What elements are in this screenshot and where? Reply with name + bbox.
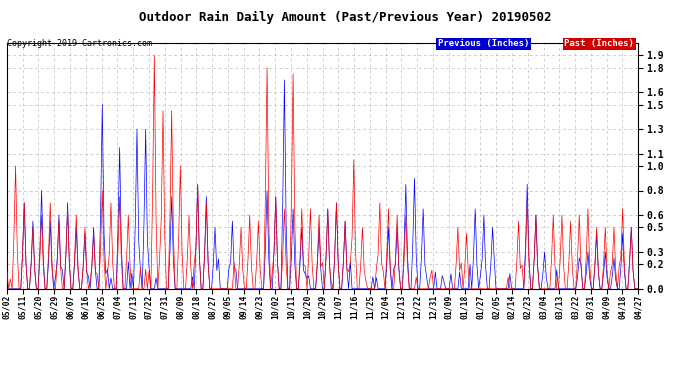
Text: Previous (Inches): Previous (Inches)	[438, 39, 529, 48]
Text: Past (Inches): Past (Inches)	[564, 39, 634, 48]
Text: Copyright 2019 Cartronics.com: Copyright 2019 Cartronics.com	[7, 39, 152, 48]
Text: Outdoor Rain Daily Amount (Past/Previous Year) 20190502: Outdoor Rain Daily Amount (Past/Previous…	[139, 11, 551, 24]
